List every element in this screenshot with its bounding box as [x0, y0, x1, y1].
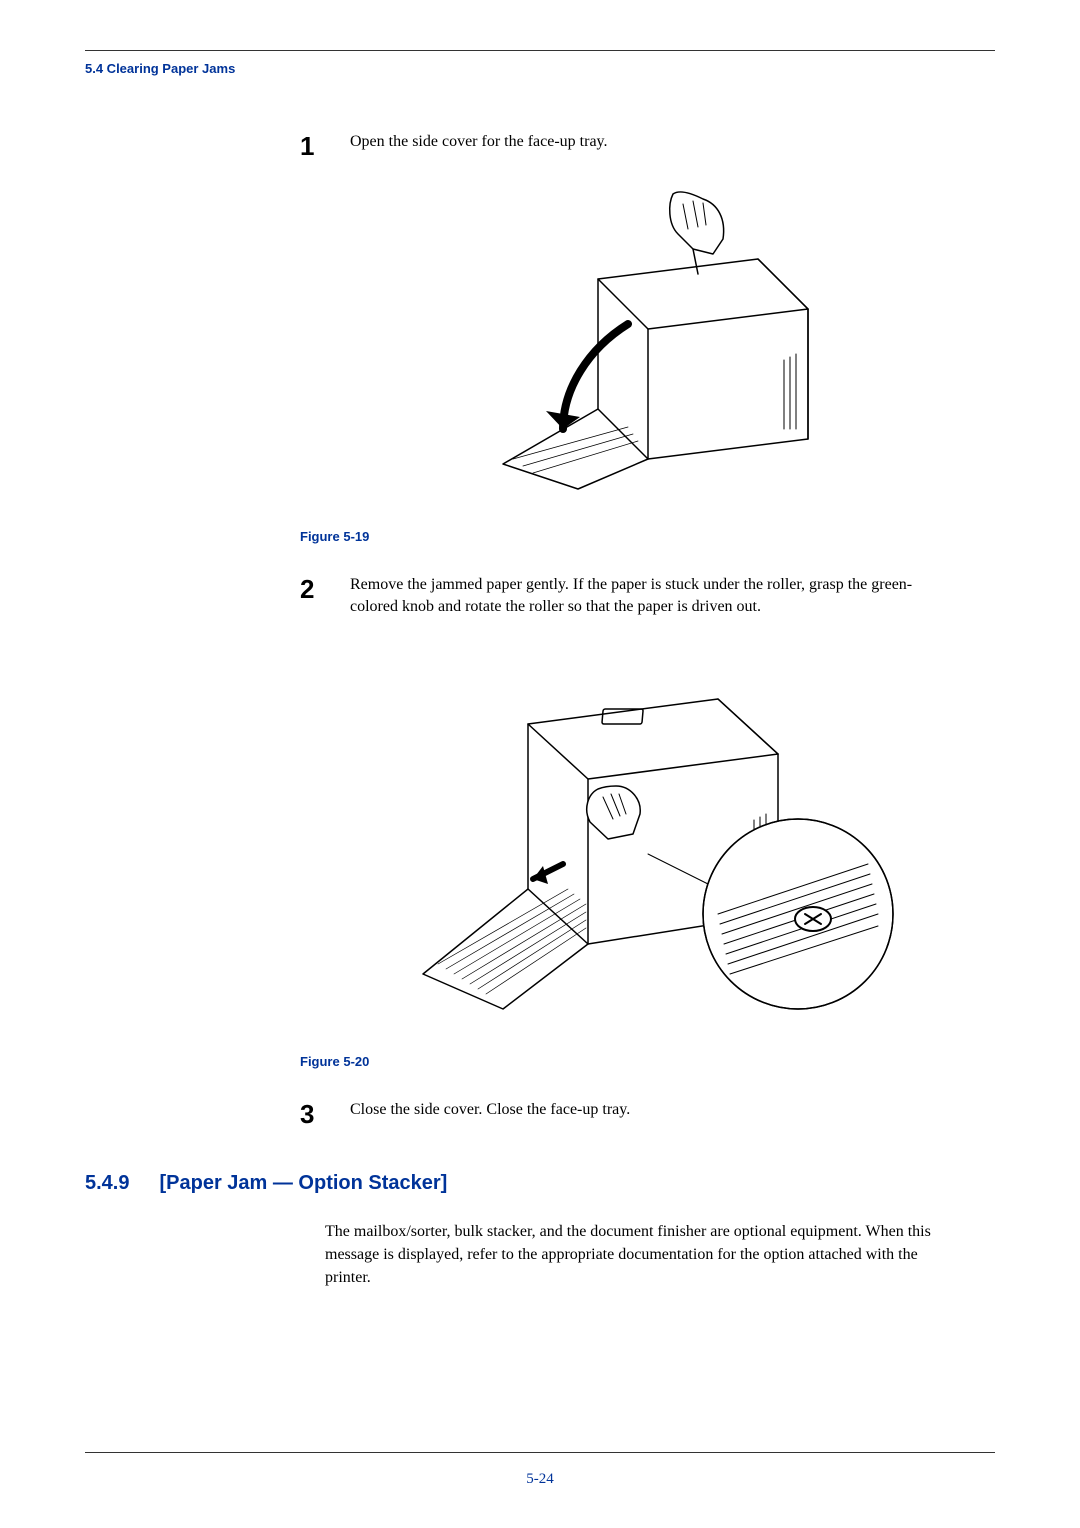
section-heading: 5.4.9 [Paper Jam — Option Stacker]: [85, 1172, 995, 1195]
page-footer: 5-24: [85, 1452, 995, 1488]
step-2: 2 Remove the jammed paper gently. If the…: [300, 574, 955, 619]
step-text: Open the side cover for the face-up tray…: [350, 131, 955, 153]
step-text: Close the side cover. Close the face-up …: [350, 1099, 955, 1121]
figure-caption-5-19: Figure 5-19: [300, 529, 995, 544]
figure-caption-5-20: Figure 5-20: [300, 1054, 995, 1069]
step-3: 3 Close the side cover. Close the face-u…: [300, 1099, 955, 1127]
printer-open-cover-illustration: [468, 179, 838, 499]
step-text: Remove the jammed paper gently. If the p…: [350, 574, 955, 619]
top-rule: [85, 50, 995, 51]
section-title: [Paper Jam — Option Stacker]: [159, 1172, 447, 1195]
step-number: 1: [300, 131, 350, 159]
running-header: 5.4 Clearing Paper Jams: [85, 61, 995, 76]
step-number: 3: [300, 1099, 350, 1127]
printer-remove-paper-illustration: [408, 654, 898, 1024]
section-body: The mailbox/sorter, bulk stacker, and th…: [325, 1220, 955, 1290]
section-number: 5.4.9: [85, 1172, 129, 1195]
figure-5-20: [350, 654, 955, 1029]
bottom-rule: [85, 1452, 995, 1453]
step-number: 2: [300, 574, 350, 602]
step-1: 1 Open the side cover for the face-up tr…: [300, 131, 955, 159]
figure-5-19: [350, 179, 955, 504]
page-number: 5-24: [85, 1471, 995, 1488]
